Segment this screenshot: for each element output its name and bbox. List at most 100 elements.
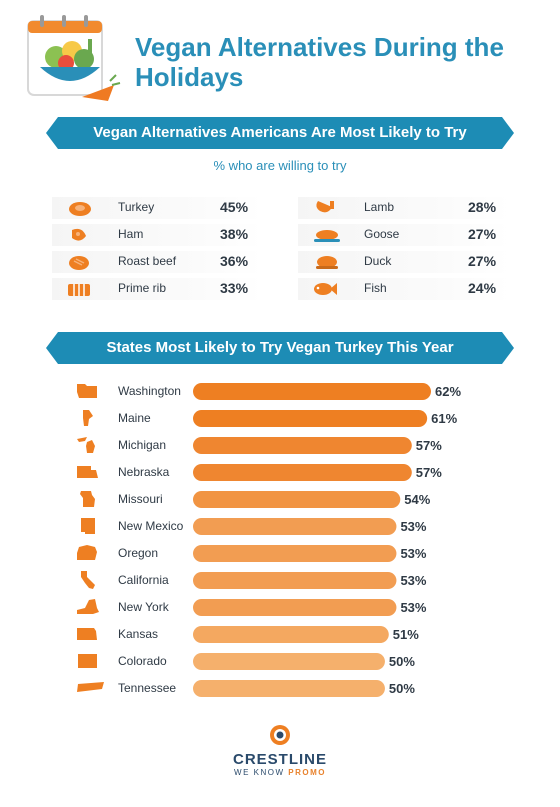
chart-row: Michigan <box>75 435 475 455</box>
section2-banner-text: States Most Likely to Try Vegan Turkey T… <box>106 339 454 356</box>
section2-banner: States Most Likely to Try Vegan Turkey T… <box>46 332 514 364</box>
page-title: Vegan Alternatives During the Holidays <box>135 32 504 92</box>
section1-subtitle: % who are willing to try <box>213 158 347 173</box>
bar-oregon <box>193 545 397 562</box>
maine-state-icon <box>83 410 93 426</box>
bar-value-label: 53% <box>400 519 426 534</box>
list-item-label: Roast beef <box>118 254 177 268</box>
prime-rib-icon <box>68 284 90 296</box>
bar-missouri <box>193 491 401 508</box>
list-item: Ham 38% <box>52 224 262 246</box>
chart-category-label: Maine <box>118 411 151 425</box>
bar-value-label: 57% <box>416 465 442 480</box>
bar-california <box>193 572 397 589</box>
colorado-state-icon <box>78 654 97 668</box>
fish-icon <box>314 283 337 295</box>
goose-icon <box>314 230 340 242</box>
new-york-state-icon <box>77 599 99 614</box>
kansas-state-icon <box>77 628 97 640</box>
bar-value-label: 53% <box>400 546 426 561</box>
list-item: Duck 27% <box>298 251 510 273</box>
bar-value-label: 53% <box>400 573 426 588</box>
list-item-label: Turkey <box>118 200 155 214</box>
bar-kansas <box>193 626 389 643</box>
list-item: Lamb 28% <box>298 197 510 219</box>
chart-row: Missouri <box>75 489 475 509</box>
list-item-label: Duck <box>364 254 392 268</box>
bar-value-label: 50% <box>389 654 415 669</box>
bar-michigan <box>193 437 412 454</box>
chart-category-label: Michigan <box>118 438 167 452</box>
bar-value-label: 50% <box>389 681 415 696</box>
list-item-value: 33% <box>220 280 249 296</box>
chart-row: Washington <box>75 381 475 401</box>
chart-row: Colorado <box>75 651 475 671</box>
list-item: Fish 24% <box>298 278 510 300</box>
crestline-logo-icon <box>270 725 290 745</box>
list-item-label: Goose <box>364 227 400 241</box>
chart-row: Oregon <box>75 543 475 563</box>
bar-washington <box>193 383 431 400</box>
brand-name: CRESTLINE <box>232 751 327 768</box>
chart-category-label: Missouri <box>118 492 163 506</box>
list-item-value: 28% <box>468 199 497 215</box>
bar-value-label: 54% <box>404 492 430 507</box>
list-item-label: Ham <box>118 227 144 241</box>
chart-category-label: California <box>118 573 169 587</box>
turkey-icon <box>69 202 91 216</box>
bar-value-label: 53% <box>400 600 426 615</box>
chart-category-label: New Mexico <box>118 519 184 533</box>
list-item: Prime rib 33% <box>52 278 262 300</box>
chart-row: Maine <box>75 408 475 428</box>
bar-value-label: 62% <box>435 384 461 399</box>
ham-icon <box>72 228 86 241</box>
banner-ribbon <box>46 117 514 149</box>
chart-category-label: Tennessee <box>118 681 177 695</box>
bar-colorado <box>193 653 385 670</box>
tagline-prefix: WE KNOW <box>234 768 289 777</box>
list-item-value: 38% <box>220 226 249 242</box>
chart-category-label: Kansas <box>118 627 159 641</box>
chart-row: Kansas <box>75 624 475 644</box>
chart-row: New York <box>75 597 475 617</box>
washington-state-icon <box>77 384 97 398</box>
list-item: Turkey 45% <box>52 197 262 219</box>
list-item-label: Prime rib <box>118 281 167 295</box>
chart-row: California <box>75 570 475 590</box>
missouri-state-icon <box>80 491 95 507</box>
michigan-state-icon <box>77 437 95 453</box>
banner-ribbon <box>46 332 514 364</box>
list-item-value: 45% <box>220 199 249 215</box>
bar-value-label: 61% <box>431 411 457 426</box>
brand-tagline: WE KNOW PROMO <box>0 768 560 777</box>
chart-category-label: Washington <box>118 384 181 398</box>
list-item-value: 27% <box>468 226 497 242</box>
nebraska-state-icon <box>77 466 98 478</box>
bar-value-label: 57% <box>416 438 442 453</box>
tennessee-state-icon <box>77 682 104 692</box>
list-item-label: Fish <box>364 281 387 295</box>
chart-category-label: Colorado <box>118 654 167 668</box>
bar-new-mexico <box>193 518 397 535</box>
section1-banner: Vegan Alternatives Americans Are Most Li… <box>46 117 514 149</box>
bar-tennessee <box>193 680 385 697</box>
chart-row: Tennessee <box>75 678 475 698</box>
california-state-icon <box>81 571 95 589</box>
list-item: Roast beef 36% <box>52 251 262 273</box>
tagline-emphasis: PROMO <box>288 768 326 777</box>
oregon-state-icon <box>77 545 97 560</box>
roast-beef-icon <box>69 256 89 270</box>
lamb-icon <box>316 201 334 213</box>
bar-value-label: 51% <box>393 627 419 642</box>
bar-maine <box>193 410 428 427</box>
bar-nebraska <box>193 464 412 481</box>
list-item-label: Lamb <box>364 200 395 214</box>
list-item-value: 24% <box>468 280 497 296</box>
section1-banner-text: Vegan Alternatives Americans Are Most Li… <box>93 124 467 141</box>
chart-category-label: Nebraska <box>118 465 170 479</box>
new-mexico-state-icon <box>81 518 95 534</box>
bar-new-york <box>193 599 397 616</box>
crestline-logo: CRESTLINE WE KNOW PROMO <box>0 724 560 777</box>
salad-bowl-illustration <box>27 15 121 101</box>
chart-row: Nebraska <box>75 462 475 482</box>
